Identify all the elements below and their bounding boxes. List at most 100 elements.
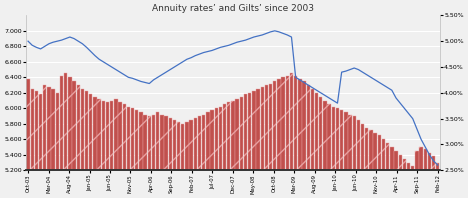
Bar [47, 87, 51, 198]
Title: Annuity rates’ and Gilts’ since 2003: Annuity rates’ and Gilts’ since 2003 [152, 4, 314, 13]
Bar [332, 107, 335, 198]
Bar [307, 85, 310, 198]
Bar [56, 93, 59, 198]
Bar [168, 118, 172, 198]
Bar [419, 147, 423, 198]
Bar [378, 135, 381, 198]
Bar [89, 94, 93, 198]
Bar [265, 85, 268, 198]
Bar [361, 124, 364, 198]
Bar [328, 104, 331, 198]
Bar [302, 81, 306, 198]
Bar [190, 120, 193, 198]
Bar [402, 159, 406, 198]
Bar [428, 153, 431, 198]
Bar [256, 89, 260, 198]
Bar [185, 122, 189, 198]
Bar [319, 97, 322, 198]
Bar [39, 94, 42, 198]
Bar [248, 93, 251, 198]
Bar [227, 102, 230, 198]
Bar [85, 91, 88, 198]
Bar [206, 112, 210, 198]
Bar [144, 114, 147, 198]
Bar [235, 99, 239, 198]
Bar [198, 116, 201, 198]
Bar [411, 166, 414, 198]
Bar [181, 124, 184, 198]
Bar [399, 155, 402, 198]
Bar [357, 120, 360, 198]
Bar [386, 143, 389, 198]
Bar [223, 104, 226, 198]
Bar [26, 79, 30, 198]
Bar [97, 99, 101, 198]
Bar [147, 116, 151, 198]
Bar [135, 110, 139, 198]
Bar [210, 110, 214, 198]
Bar [285, 76, 289, 198]
Bar [407, 163, 410, 198]
Bar [269, 84, 272, 198]
Bar [64, 73, 67, 198]
Bar [373, 133, 377, 198]
Bar [290, 73, 293, 198]
Bar [323, 101, 327, 198]
Bar [344, 112, 348, 198]
Bar [123, 104, 126, 198]
Bar [35, 91, 38, 198]
Bar [214, 108, 218, 198]
Bar [106, 102, 109, 198]
Bar [127, 107, 130, 198]
Bar [415, 151, 418, 198]
Bar [277, 79, 281, 198]
Bar [43, 85, 46, 198]
Bar [60, 76, 63, 198]
Bar [294, 76, 297, 198]
Bar [177, 122, 180, 198]
Bar [382, 139, 385, 198]
Bar [298, 79, 301, 198]
Bar [261, 87, 264, 198]
Bar [432, 156, 435, 198]
Bar [365, 128, 368, 198]
Bar [240, 97, 243, 198]
Bar [252, 91, 256, 198]
Bar [164, 116, 168, 198]
Bar [131, 108, 134, 198]
Bar [352, 116, 356, 198]
Bar [102, 101, 105, 198]
Bar [77, 85, 80, 198]
Bar [348, 114, 351, 198]
Bar [152, 114, 155, 198]
Bar [30, 89, 34, 198]
Bar [424, 148, 427, 198]
Bar [73, 81, 76, 198]
Bar [173, 120, 176, 198]
Bar [110, 101, 113, 198]
Bar [315, 93, 318, 198]
Bar [160, 114, 163, 198]
Bar [93, 97, 96, 198]
Bar [336, 108, 339, 198]
Bar [244, 94, 247, 198]
Bar [156, 112, 159, 198]
Bar [369, 130, 373, 198]
Bar [81, 89, 84, 198]
Bar [139, 112, 143, 198]
Bar [51, 89, 55, 198]
Bar [436, 163, 439, 198]
Bar [118, 102, 122, 198]
Bar [281, 77, 285, 198]
Bar [311, 89, 314, 198]
Bar [340, 110, 344, 198]
Bar [202, 114, 205, 198]
Bar [219, 107, 222, 198]
Bar [114, 99, 117, 198]
Bar [231, 101, 234, 198]
Bar [273, 81, 277, 198]
Bar [68, 77, 72, 198]
Bar [194, 118, 197, 198]
Bar [390, 147, 394, 198]
Bar [395, 151, 398, 198]
